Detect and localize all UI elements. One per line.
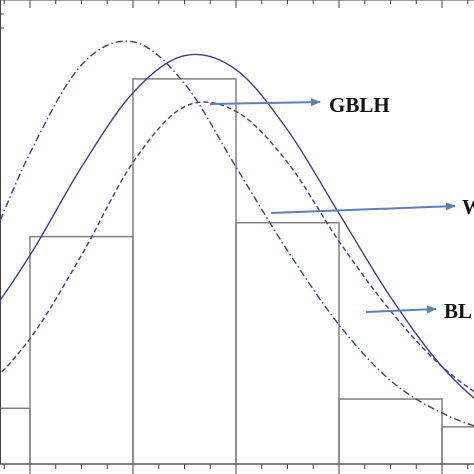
histogram-bars <box>0 78 474 465</box>
curve-bl <box>0 40 474 427</box>
annotation-bl: BL <box>365 299 472 323</box>
histogram-bar-6 <box>441 426 474 465</box>
curve-wp <box>0 101 474 393</box>
label-wp: WP <box>462 195 474 219</box>
curve-gblh <box>0 53 474 400</box>
annotation-wp: WP <box>270 195 474 219</box>
histogram-bar-5 <box>338 398 443 465</box>
annotation-gblh: GBLH <box>209 93 390 117</box>
histogram-bar-3 <box>132 78 237 465</box>
curve-annotations: GBLH WP BL <box>209 93 474 323</box>
arrow-wp <box>270 202 456 214</box>
density-curves <box>0 40 474 427</box>
arrow-bl <box>365 305 437 314</box>
arrow-gblh <box>209 98 321 107</box>
label-gblh: GBLH <box>329 93 390 117</box>
histogram-bar-2 <box>29 235 134 465</box>
histogram-bar-1 <box>0 407 31 465</box>
label-bl: BL <box>444 299 472 323</box>
histogram-bar-4 <box>235 221 340 465</box>
